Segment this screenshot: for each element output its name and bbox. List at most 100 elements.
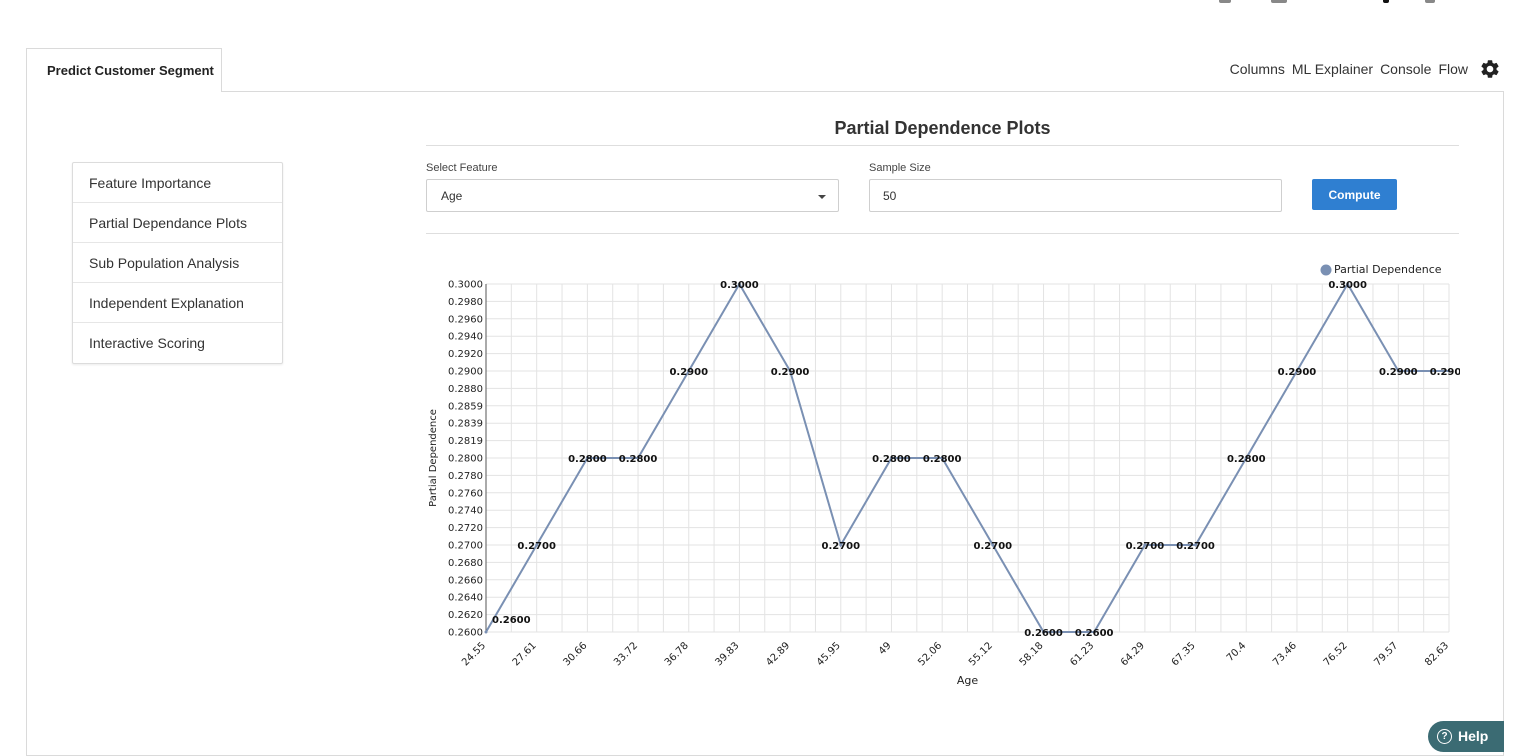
x-tick-label: 82.63	[1423, 640, 1451, 668]
x-tick-label: 67.35	[1170, 640, 1198, 668]
y-tick-label: 0.2819	[448, 436, 483, 447]
x-tick-label: 42.89	[764, 640, 792, 668]
legend-label: Partial Dependence	[1334, 263, 1442, 276]
nav-columns[interactable]: Columns	[1229, 61, 1285, 77]
data-point	[535, 543, 539, 547]
sidebar-item-feature-importance[interactable]: Feature Importance	[73, 163, 282, 203]
data-label: 0.2900	[1379, 367, 1418, 378]
x-tick-label: 36.78	[663, 640, 691, 668]
x-tick-label: 70.4	[1225, 640, 1249, 664]
y-tick-label: 0.2960	[448, 314, 483, 325]
y-tick-label: 0.3000	[448, 280, 483, 291]
data-point	[1396, 369, 1400, 373]
x-tick-label: 79.57	[1372, 640, 1400, 668]
x-tick-label: 27.61	[511, 640, 539, 668]
x-tick-label: 33.72	[612, 640, 640, 668]
x-tick-label: 61.23	[1068, 640, 1096, 668]
x-tick-label: 73.46	[1271, 640, 1299, 668]
data-point	[991, 543, 995, 547]
data-point	[1295, 369, 1299, 373]
x-tick-label: 64.29	[1119, 640, 1147, 668]
sample-size-input[interactable]	[869, 179, 1282, 212]
x-tick-label: 45.95	[815, 640, 843, 668]
y-tick-label: 0.2760	[448, 488, 483, 499]
y-tick-label: 0.2859	[448, 401, 483, 412]
y-tick-label: 0.2880	[448, 384, 483, 395]
data-point	[1244, 456, 1248, 460]
y-tick-label: 0.2700	[448, 541, 483, 552]
compute-button[interactable]: Compute	[1312, 179, 1397, 210]
x-tick-label: 49	[877, 640, 894, 657]
series-line	[485, 282, 1449, 633]
page-title: Partial Dependence Plots	[834, 118, 1051, 138]
data-point	[687, 369, 691, 373]
y-tick-label: 0.2940	[448, 332, 483, 343]
data-label: 0.2600	[1024, 628, 1063, 639]
sidebar-item-partial-dependance-plots[interactable]: Partial Dependance Plots	[73, 203, 282, 243]
nav-console[interactable]: Console	[1380, 61, 1432, 77]
data-point	[1092, 630, 1096, 634]
data-point	[636, 456, 640, 460]
data-label: 0.2700	[974, 541, 1013, 552]
sidebar-item-interactive-scoring[interactable]: Interactive Scoring	[89, 335, 205, 351]
y-tick-label: 0.2980	[448, 297, 483, 308]
sidebar-item-sub-population-analysis[interactable]: Sub Population Analysis	[73, 243, 282, 283]
top-nav: Columns ML Explainer Console Flow	[1223, 58, 1501, 80]
data-label: 0.2900	[669, 367, 708, 378]
data-label: 0.2800	[568, 454, 607, 465]
data-label: 0.2700	[821, 541, 860, 552]
data-point	[1346, 282, 1350, 286]
y-tick-label: 0.2620	[448, 610, 483, 621]
nav-ml-explainer[interactable]: ML Explainer	[1291, 61, 1374, 77]
y-axis-title: Partial Dependence	[428, 409, 439, 507]
data-label: 0.2900	[1430, 367, 1460, 378]
y-tick-label: 0.2600	[448, 628, 483, 639]
y-tick-label: 0.2640	[448, 593, 483, 604]
x-tick-label: 76.52	[1322, 640, 1350, 668]
tab-predict-customer-segment[interactable]: Predict Customer Segment	[26, 48, 222, 92]
y-tick-label: 0.2800	[448, 454, 483, 465]
x-axis-title: Age	[957, 674, 979, 687]
data-label: 0.2800	[1227, 454, 1266, 465]
sample-size-label: Sample Size	[869, 162, 931, 174]
data-point	[1042, 630, 1046, 634]
y-tick-label: 0.2780	[448, 471, 483, 482]
y-tick-label: 0.2680	[448, 558, 483, 569]
gear-icon[interactable]	[1479, 58, 1501, 80]
data-label: 0.2800	[872, 454, 911, 465]
data-label: 0.2900	[771, 367, 810, 378]
x-tick-label: 39.83	[714, 640, 742, 668]
feature-select-value: Age	[441, 189, 463, 203]
data-label: 0.2700	[1176, 541, 1215, 552]
data-point	[940, 456, 944, 460]
y-tick-label: 0.2720	[448, 523, 483, 534]
chevron-down-icon	[818, 195, 826, 199]
data-label: 0.3000	[1328, 280, 1367, 291]
data-point	[484, 630, 488, 634]
data-label: 0.2600	[492, 615, 531, 626]
help-button[interactable]: ? Help	[1428, 721, 1504, 752]
y-tick-label: 0.2900	[448, 367, 483, 378]
controls-divider	[426, 233, 1459, 234]
y-tick-label: 0.2920	[448, 349, 483, 360]
data-point	[889, 456, 893, 460]
side-menu: Feature Importance Partial Dependance Pl…	[72, 162, 283, 364]
data-point	[1447, 369, 1451, 373]
data-label: 0.2800	[923, 454, 962, 465]
top-toolbar-icons	[1215, 0, 1455, 4]
data-point	[1143, 543, 1147, 547]
data-label: 0.2900	[1278, 367, 1317, 378]
x-tick-label: 24.55	[460, 640, 488, 668]
question-circle-icon: ?	[1437, 729, 1452, 744]
data-label: 0.2600	[1075, 628, 1114, 639]
nav-flow[interactable]: Flow	[1438, 61, 1468, 77]
select-feature-label: Select Feature	[426, 162, 498, 174]
title-divider	[426, 145, 1459, 146]
data-point	[737, 282, 741, 286]
x-tick-label: 30.66	[561, 640, 589, 668]
partial-dependence-chart: 0.2600 0.2620 0.2640 0.2660 0.2680 0.2700 0.27…	[428, 263, 1460, 687]
feature-select[interactable]: Age	[426, 179, 839, 212]
x-tick-label: 58.18	[1018, 640, 1046, 668]
sidebar-item-independent-explanation[interactable]: Independent Explanation	[73, 283, 282, 323]
data-point	[839, 543, 843, 547]
